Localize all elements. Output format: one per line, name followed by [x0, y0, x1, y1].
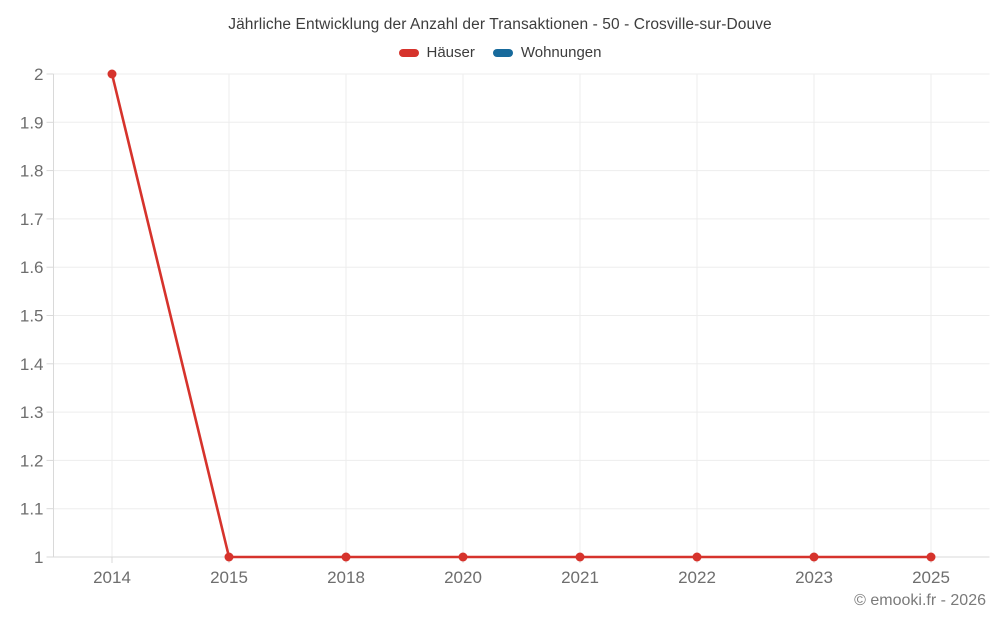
- legend-label: Wohnungen: [520, 44, 602, 61]
- x-tick-label: 2020: [444, 568, 482, 587]
- x-tick-label: 2018: [327, 568, 365, 587]
- data-point[interactable]: [692, 552, 702, 562]
- y-tick-label: 1.9: [20, 113, 44, 132]
- chart-legend: Häuser Wohnungen: [0, 44, 1000, 61]
- y-tick-label: 1.2: [20, 451, 44, 470]
- y-tick-label: 1.8: [20, 162, 44, 181]
- data-point[interactable]: [926, 552, 936, 562]
- x-tick-label: 2015: [210, 568, 248, 587]
- data-point[interactable]: [458, 552, 468, 562]
- y-tick-label: 1.6: [20, 258, 44, 277]
- legend-item-0[interactable]: Häuser: [398, 44, 475, 61]
- data-point[interactable]: [575, 552, 585, 562]
- data-point[interactable]: [809, 552, 819, 562]
- x-tick-label: 2025: [912, 568, 950, 587]
- legend-marker-icon: [398, 48, 419, 57]
- data-point[interactable]: [107, 69, 117, 79]
- y-tick-label: 2: [34, 65, 43, 84]
- legend-marker-icon: [492, 48, 513, 57]
- y-tick-label: 1.3: [20, 403, 44, 422]
- y-tick-label: 1.1: [20, 500, 44, 519]
- legend-item-1[interactable]: Wohnungen: [492, 44, 602, 61]
- y-tick-label: 1.4: [20, 355, 44, 374]
- legend-label: Häuser: [426, 44, 475, 61]
- chart-title: Jährliche Entwicklung der Anzahl der Tra…: [228, 16, 772, 33]
- data-point[interactable]: [224, 552, 234, 562]
- x-tick-label: 2021: [561, 568, 599, 587]
- x-tick-label: 2023: [795, 568, 833, 587]
- footer-credit: © emooki.fr - 2026: [854, 592, 986, 609]
- y-tick-label: 1: [34, 548, 43, 567]
- y-tick-label: 1.7: [20, 210, 44, 229]
- x-tick-label: 2022: [678, 568, 716, 587]
- y-tick-label: 1.5: [20, 307, 44, 326]
- x-tick-label: 2014: [93, 568, 131, 587]
- data-point[interactable]: [341, 552, 351, 562]
- series-line-Häuser: [110, 72, 933, 559]
